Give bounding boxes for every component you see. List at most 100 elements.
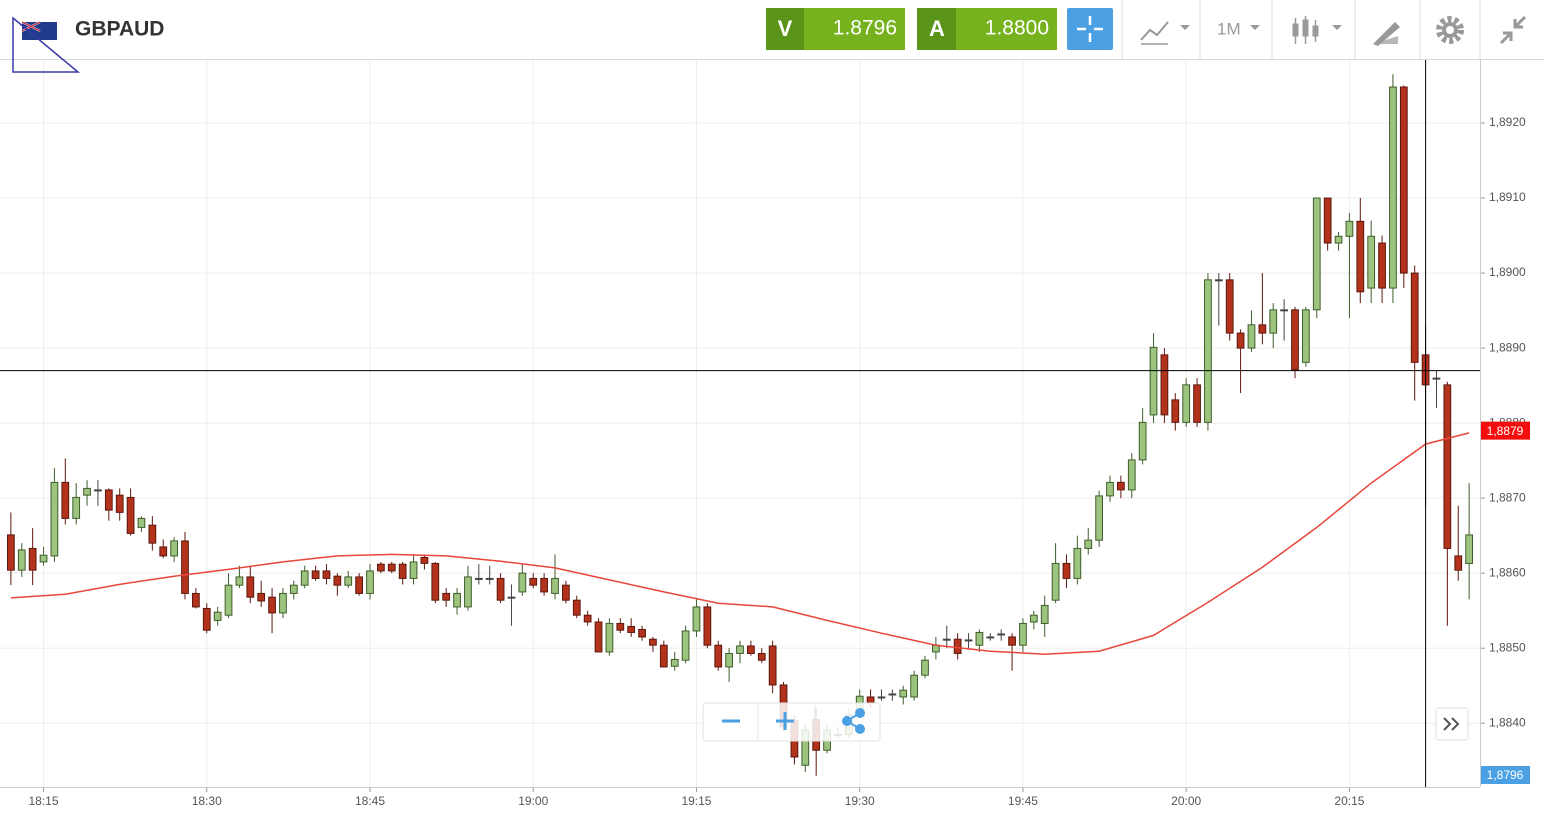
candle-body: [398, 563, 407, 579]
draw-button[interactable]: [1373, 22, 1400, 46]
candle-body: [1356, 220, 1365, 293]
candle-body: [453, 592, 461, 608]
candle-body: [474, 577, 483, 580]
candle-body: [638, 628, 646, 638]
candle-body: [529, 577, 538, 586]
candle-body: [366, 570, 374, 594]
candle-body: [50, 481, 59, 557]
crosshair-button[interactable]: [1067, 8, 1113, 50]
candle-body: [1214, 279, 1223, 282]
candle-body: [257, 592, 266, 602]
candle-body: [104, 489, 113, 511]
y-tick-label: 1,8890: [1489, 340, 1526, 354]
candle-body: [1019, 622, 1027, 646]
candle-body: [322, 570, 331, 579]
candle-body: [279, 592, 287, 614]
timeframe-button[interactable]: 1M: [1217, 19, 1260, 38]
candle-body: [202, 607, 211, 631]
candle-body: [496, 577, 505, 601]
candle-body: [594, 621, 603, 653]
candle-body: [964, 639, 973, 642]
x-tick-label: 20:00: [1171, 794, 1201, 808]
candle-body: [1084, 539, 1093, 549]
candle-body: [1051, 562, 1060, 601]
candle-body: [246, 576, 255, 598]
candle-body: [7, 534, 15, 571]
candle-body: [409, 561, 418, 579]
candle-body: [1291, 309, 1299, 371]
buy-price: 1.8800: [985, 17, 1049, 40]
candle-body: [115, 494, 124, 513]
candle-body: [1334, 235, 1343, 244]
candle-body: [213, 611, 222, 621]
share[interactable]: [842, 708, 865, 734]
candle-body: [877, 696, 886, 699]
candle-body: [1410, 272, 1419, 363]
candle-body: [866, 696, 875, 704]
candle-body: [1040, 604, 1049, 624]
candle-body: [768, 645, 777, 686]
candle-body: [1432, 377, 1441, 380]
candle-style-button[interactable]: [1292, 16, 1342, 44]
sell-label-bg: [766, 8, 804, 50]
candle-body: [518, 572, 527, 593]
candle-body: [268, 596, 276, 614]
settings-button[interactable]: [1436, 16, 1464, 44]
candle-body: [159, 546, 168, 557]
candle-body: [562, 584, 570, 601]
candle-body: [289, 584, 298, 594]
collapse-button[interactable]: [1499, 15, 1527, 45]
candle-body: [1095, 495, 1103, 541]
bid-price-label: 1,8796: [1487, 768, 1524, 782]
flag: [21, 21, 57, 40]
annotation-triangle: [12, 16, 81, 73]
candle-body: [355, 576, 363, 594]
candle-body: [1193, 384, 1201, 423]
candle-body: [910, 674, 918, 698]
x-tick-label: 18:30: [192, 794, 222, 808]
candle-body: [1149, 346, 1158, 416]
buy-button[interactable]: A 1.8800: [917, 8, 1057, 50]
candle-body: [932, 644, 940, 653]
candle-body: [616, 622, 625, 631]
candle-body: [1345, 220, 1354, 237]
candle-body: [670, 658, 679, 667]
y-tick-label: 1,8840: [1489, 715, 1526, 729]
scroll-right-button[interactable]: [1435, 707, 1469, 741]
candle-body: [975, 631, 984, 646]
candle-body: [659, 644, 668, 668]
zoom-in[interactable]: [776, 712, 794, 730]
chart-type-button[interactable]: [1140, 21, 1190, 45]
current-price-label: 1,8879: [1487, 424, 1524, 438]
candle-body: [300, 570, 309, 586]
candle-body: [387, 563, 396, 572]
candle-body: [1171, 399, 1180, 423]
candle-body: [572, 599, 581, 616]
candle-body: [551, 577, 559, 594]
candle-body: [137, 517, 146, 528]
x-tick-label: 19:45: [1008, 794, 1038, 808]
sell-button[interactable]: V 1.8796: [766, 8, 905, 50]
candle-body: [1465, 534, 1473, 564]
candle-body: [583, 614, 592, 623]
y-tick-label: 1,8850: [1489, 640, 1526, 654]
candle-body: [28, 547, 37, 571]
candle-body: [1367, 235, 1376, 289]
candle-body: [1302, 309, 1310, 363]
candle-body: [1247, 324, 1256, 349]
candle-body: [986, 636, 995, 639]
candle-body: [431, 562, 440, 601]
candle-body: [681, 630, 690, 661]
candle-body: [83, 487, 91, 496]
candle-body: [1399, 86, 1408, 274]
candle-body: [1160, 354, 1169, 416]
candle-body: [181, 540, 189, 594]
candle-body: [1389, 86, 1397, 289]
y-tick-label: 1,8910: [1489, 190, 1526, 204]
candle-body: [344, 576, 353, 586]
y-tick-label: 1,8900: [1489, 265, 1526, 279]
y-tick-label: 1,8920: [1489, 115, 1526, 129]
candle-body: [61, 481, 70, 519]
sell-label: V: [778, 16, 793, 41]
